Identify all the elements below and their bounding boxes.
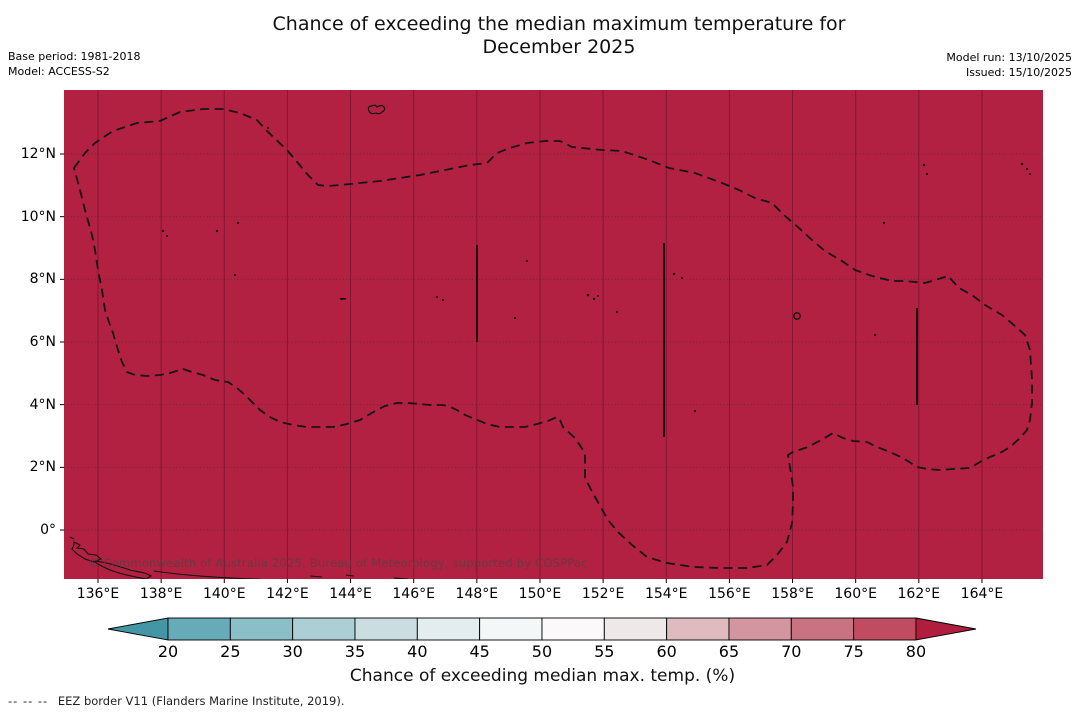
colorbar-tick-label: 70	[781, 642, 802, 661]
lat-tick-label: 2°N	[29, 459, 56, 476]
island-coastlines	[69, 104, 1031, 579]
lon-tick-label: 148°E	[455, 586, 499, 602]
colorbar-tick-label: 50	[531, 642, 553, 661]
lat-tick-label: 10°N	[20, 208, 56, 225]
colorbar-tick-label: 35	[344, 642, 366, 661]
colorbar-segment	[479, 617, 543, 641]
colorbar-segment	[853, 617, 917, 641]
small-island-specks	[161, 126, 1031, 413]
run-info-right: Model run: 13/10/2025 Issued: 15/10/2025	[946, 51, 1072, 80]
atoll-ring-island	[793, 312, 801, 320]
lon-tick-label: 158°E	[771, 586, 814, 602]
eez-internal-boundary-lines	[476, 243, 918, 437]
page-title: Chance of exceeding the median maximum t…	[64, 13, 1054, 59]
lon-tick-label: 156°E	[708, 586, 751, 602]
colorbar-tick-label: 45	[469, 642, 490, 661]
lon-tick-label: 144°E	[329, 586, 372, 602]
colorbar-tick-label: 55	[594, 642, 615, 661]
lon-tick-label: 150°E	[518, 586, 562, 602]
colorbar-tick-label: 80	[905, 642, 927, 661]
colorbar-segment	[541, 617, 605, 641]
copyright-watermark: © Commonwealth of Australia 2025, Bureau…	[88, 556, 588, 570]
eez-legend-footnote: -- -- -- EEZ border V11 (Flanders Marine…	[8, 694, 345, 708]
lon-tick-label: 136°E	[76, 586, 120, 602]
eez-dash-symbol: -- -- --	[8, 694, 49, 708]
png-coastline-group	[69, 536, 409, 579]
title-line-2: December 2025	[482, 36, 636, 58]
colorbar-tick-label: 25	[220, 642, 241, 661]
colorbar-segment	[292, 617, 356, 641]
title-line-1: Chance of exceeding the median maximum t…	[272, 13, 846, 35]
colorbar-tick-label: 60	[656, 642, 677, 661]
map-panel: © Commonwealth of Australia 2025, Bureau…	[56, 90, 1051, 587]
lat-tick-label: 4°N	[29, 396, 56, 413]
lon-tick-label: 140°E	[202, 586, 246, 602]
lat-tick-label: 6°N	[29, 334, 56, 350]
colorbar-tick-label: 20	[157, 642, 179, 661]
eez-legend-text: EEZ border V11 (Flanders Marine Institut…	[57, 694, 345, 708]
lat-tick-label: 12°N	[20, 146, 56, 162]
colorbar-segment	[416, 617, 481, 641]
colorbar-tick-label: 65	[718, 642, 740, 661]
model-text: Model: ACCESS-S2	[8, 64, 110, 78]
base-period-text: Base period: 1981-2018	[8, 50, 141, 63]
graticule-gridlines	[64, 90, 1043, 579]
lon-tick-label: 146°E	[392, 586, 435, 602]
colorbar-segment	[229, 617, 294, 641]
colorbar-segment	[167, 617, 231, 641]
lon-tick-label: 142°E	[266, 586, 309, 602]
colorbar-tick-label: 40	[407, 642, 428, 661]
guam-island-outline	[367, 104, 386, 115]
colorbar-segment	[790, 617, 855, 641]
lon-tick-label: 164°E	[960, 586, 1004, 602]
colorbar-tick-label: 30	[282, 642, 303, 661]
issued-text: Issued: 15/10/2025	[965, 65, 1072, 79]
colorbar-segment	[354, 617, 418, 641]
lat-tick-label: 0°	[40, 522, 56, 539]
colorbar-segment	[666, 617, 730, 641]
lon-tick-label: 154°E	[644, 586, 688, 602]
run-info-left: Base period: 1981-2018 Model: ACCESS-S2	[8, 50, 140, 79]
lon-tick-label: 152°E	[581, 586, 625, 602]
colorbar-label: Chance of exceeding median max. temp. (%…	[349, 666, 736, 686]
eez-fill-region	[64, 90, 1043, 579]
colorbar-segment	[603, 617, 668, 641]
map-canvas	[60, 90, 1043, 583]
lon-tick-label: 160°E	[834, 586, 877, 602]
lat-tick-label: 8°N	[29, 271, 56, 288]
colorbar-tick-label: 75	[843, 642, 864, 661]
lon-tick-label: 138°E	[139, 586, 183, 602]
colorbar-segment	[728, 617, 792, 641]
model-run-text: Model run: 13/10/2025	[946, 51, 1072, 64]
axis-tick-marks	[60, 153, 983, 583]
colorbar	[107, 617, 977, 641]
eez-border-dashed-line	[73, 108, 1033, 569]
lon-tick-label: 162°E	[897, 586, 941, 602]
